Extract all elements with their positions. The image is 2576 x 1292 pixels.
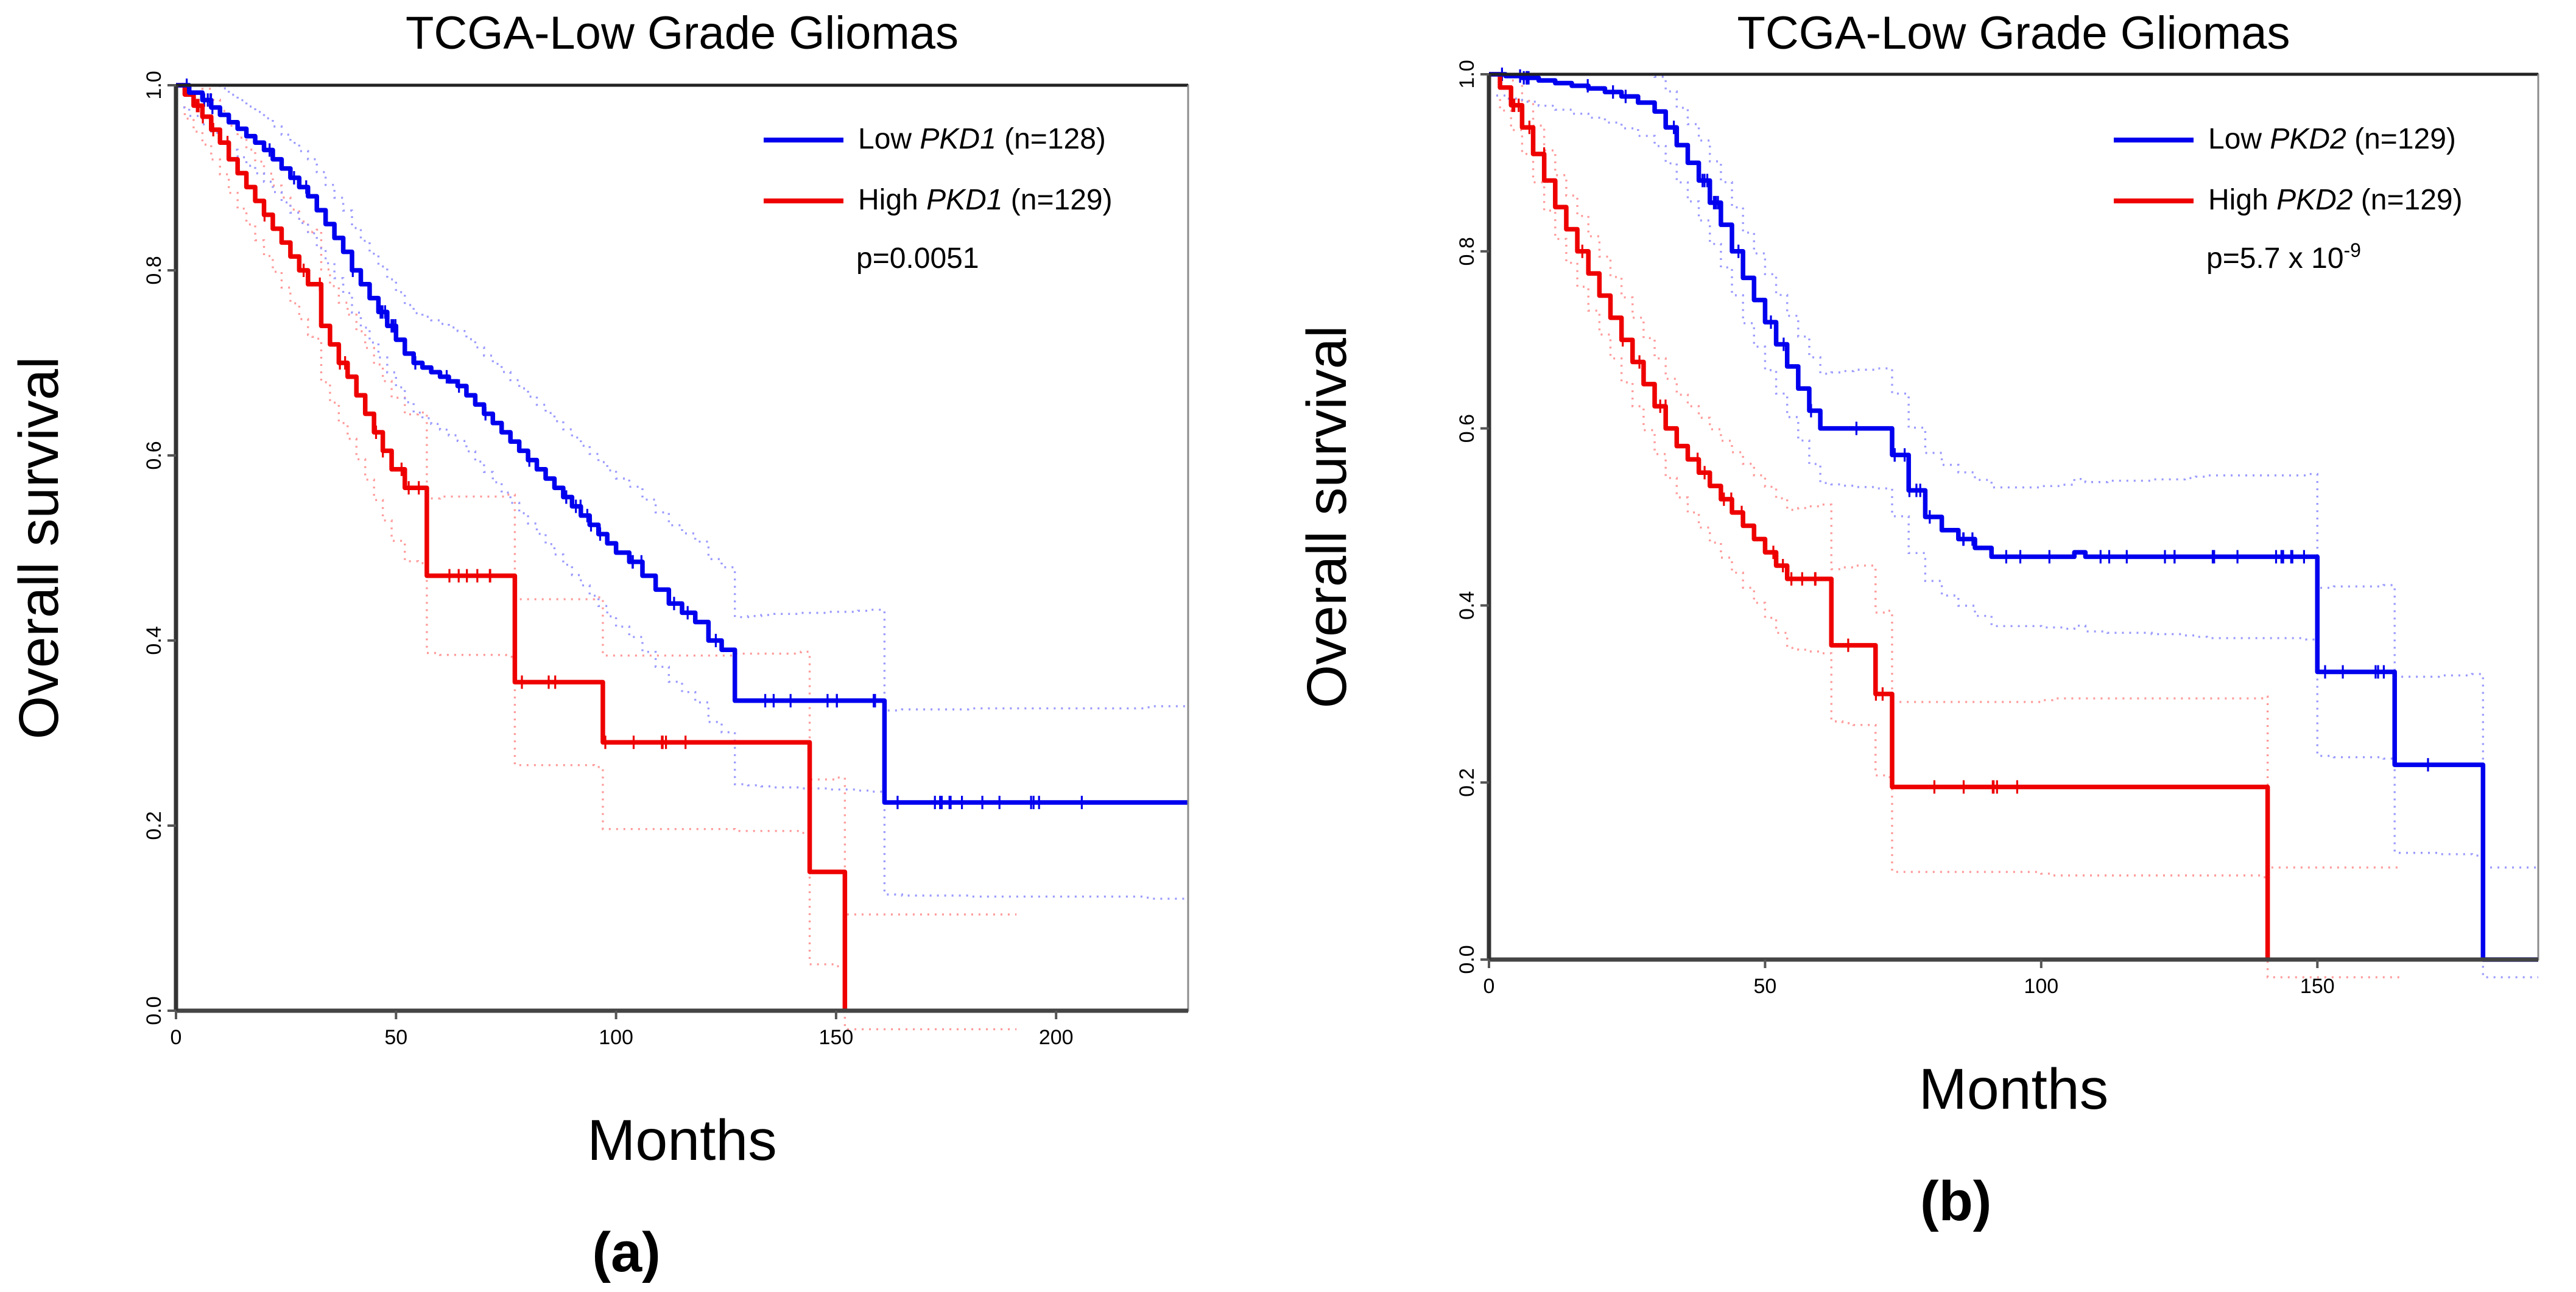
svg-text:0.0: 0.0 <box>1455 945 1479 974</box>
svg-text:50: 50 <box>384 1026 407 1049</box>
svg-text:150: 150 <box>2300 975 2335 998</box>
svg-text:1.0: 1.0 <box>143 71 166 99</box>
svg-text:High PKD2 (n=129): High PKD2 (n=129) <box>2208 184 2463 216</box>
svg-text:0.0: 0.0 <box>143 996 166 1025</box>
svg-text:200: 200 <box>1039 1026 1074 1049</box>
svg-text:Overall survival: Overall survival <box>1296 326 1358 709</box>
svg-text:(a): (a) <box>592 1221 660 1283</box>
svg-text:100: 100 <box>599 1026 633 1049</box>
svg-text:0.8: 0.8 <box>1455 237 1479 265</box>
svg-text:150: 150 <box>819 1026 854 1049</box>
svg-text:(b): (b) <box>1920 1170 1991 1232</box>
svg-text:0.6: 0.6 <box>143 441 166 469</box>
svg-text:Low PKD1 (n=128): Low PKD1 (n=128) <box>858 123 1106 155</box>
svg-text:0.2: 0.2 <box>143 811 166 840</box>
svg-text:100: 100 <box>2024 975 2058 998</box>
svg-text:TCGA-Low Grade Gliomas: TCGA-Low Grade Gliomas <box>406 7 959 59</box>
svg-text:High PKD1 (n=129): High PKD1 (n=129) <box>858 184 1113 216</box>
svg-text:1.0: 1.0 <box>1455 60 1479 88</box>
svg-text:0.4: 0.4 <box>143 626 166 655</box>
svg-text:0.4: 0.4 <box>1455 591 1479 620</box>
svg-text:0.8: 0.8 <box>143 256 166 284</box>
svg-text:0: 0 <box>1483 975 1495 998</box>
svg-text:Months: Months <box>1919 1057 2109 1122</box>
svg-text:p=0.0051: p=0.0051 <box>856 242 979 275</box>
svg-text:Low PKD2 (n=129): Low PKD2 (n=129) <box>2208 123 2456 155</box>
svg-text:0: 0 <box>171 1026 182 1049</box>
svg-text:0.6: 0.6 <box>1455 414 1479 443</box>
svg-text:Overall survival: Overall survival <box>8 357 70 740</box>
svg-text:p=5.7 x 10-9: p=5.7 x 10-9 <box>2206 239 2361 275</box>
svg-text:TCGA-Low Grade Gliomas: TCGA-Low Grade Gliomas <box>1737 7 2290 59</box>
svg-text:50: 50 <box>1753 975 1776 998</box>
svg-text:0.2: 0.2 <box>1455 768 1479 797</box>
svg-text:Months: Months <box>587 1108 777 1173</box>
